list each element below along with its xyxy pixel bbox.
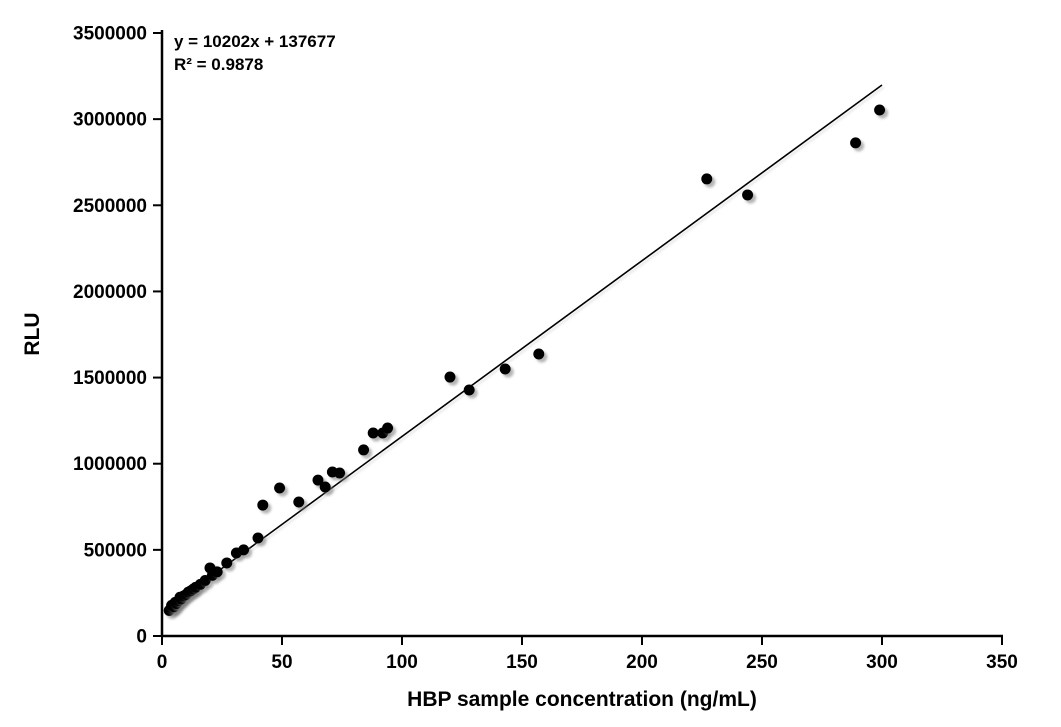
equation-text: y = 10202x + 137677 bbox=[174, 32, 336, 51]
y-tick-label: 0 bbox=[136, 627, 147, 648]
y-tick-label: 2500000 bbox=[73, 196, 147, 217]
x-axis-title: HBP sample concentration (ng/mL) bbox=[407, 688, 757, 711]
data-point bbox=[367, 427, 379, 439]
data-point bbox=[444, 371, 456, 383]
data-point bbox=[211, 566, 223, 578]
data-point bbox=[221, 557, 233, 569]
data-point bbox=[252, 532, 264, 544]
x-tick-label: 150 bbox=[506, 652, 538, 673]
y-tick-label: 1500000 bbox=[73, 368, 147, 389]
data-point bbox=[850, 137, 862, 149]
data-point bbox=[874, 104, 886, 116]
y-tick-label: 3500000 bbox=[73, 24, 147, 45]
x-tick-label: 300 bbox=[866, 652, 898, 673]
data-point bbox=[334, 467, 346, 479]
data-point bbox=[463, 384, 475, 396]
data-point bbox=[238, 544, 250, 556]
data-point bbox=[382, 422, 394, 434]
x-tick-label: 200 bbox=[626, 652, 658, 673]
data-point bbox=[499, 363, 511, 375]
data-point bbox=[257, 499, 269, 511]
data-point bbox=[742, 189, 754, 201]
r-squared-text: R² = 0.9878 bbox=[174, 55, 264, 74]
data-point bbox=[293, 496, 305, 508]
x-tick-label: 100 bbox=[386, 652, 418, 673]
data-point bbox=[312, 474, 324, 486]
x-tick-label: 350 bbox=[986, 652, 1018, 673]
data-point bbox=[701, 173, 713, 185]
data-point bbox=[358, 444, 370, 456]
data-point bbox=[319, 481, 331, 493]
data-point bbox=[274, 482, 286, 494]
y-tick-label: 2000000 bbox=[73, 282, 147, 303]
y-tick-label: 3000000 bbox=[73, 110, 147, 131]
y-tick-label: 1000000 bbox=[73, 454, 147, 475]
trendline-annotation: y = 10202x + 137677 R² = 0.9878 bbox=[174, 30, 336, 76]
trend-line bbox=[166, 84, 883, 610]
x-tick-label: 50 bbox=[271, 652, 292, 673]
y-axis-title: RLU bbox=[21, 312, 44, 356]
y-tick-label: 500000 bbox=[84, 540, 147, 561]
x-tick-label: 0 bbox=[157, 652, 168, 673]
x-tick-label: 250 bbox=[746, 652, 778, 673]
data-point bbox=[533, 348, 545, 360]
